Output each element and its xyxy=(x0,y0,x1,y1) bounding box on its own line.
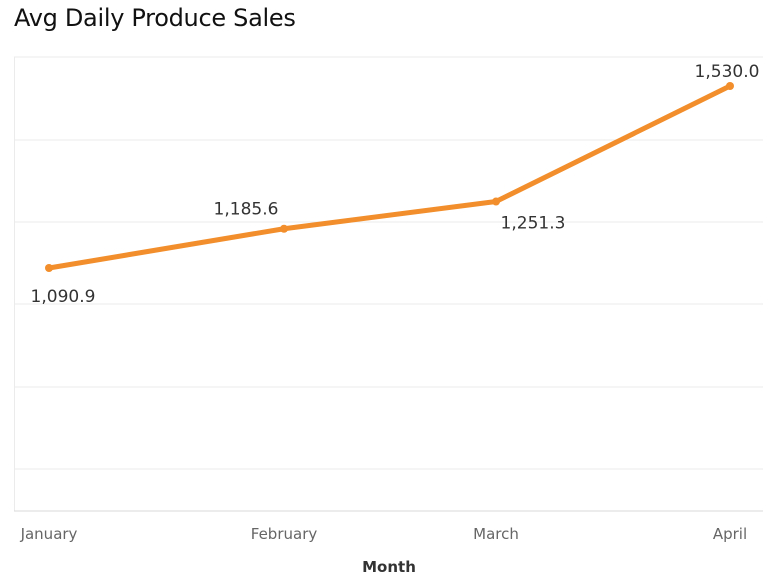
data-point[interactable] xyxy=(726,82,734,90)
x-tick-label: January xyxy=(20,525,78,543)
data-point[interactable] xyxy=(280,224,288,233)
x-tick-label: April xyxy=(713,525,747,543)
data-label: 1,185.6 xyxy=(214,200,279,220)
series-layer xyxy=(45,82,734,272)
data-point[interactable] xyxy=(492,197,500,206)
data-label: 1,251.3 xyxy=(501,214,566,234)
x-tick-label: February xyxy=(251,525,318,543)
data-label: 1,090.9 xyxy=(31,287,96,307)
chart-title: Avg Daily Produce Sales xyxy=(14,4,296,32)
data-point[interactable] xyxy=(45,264,53,272)
x-axis-title: Month xyxy=(362,558,416,576)
data-label: 1,530.0 xyxy=(695,62,760,82)
x-tick-label: March xyxy=(473,525,519,543)
gridlines xyxy=(14,56,763,511)
series-line xyxy=(46,83,733,271)
data-labels: 1,090.9 1,185.6 1,251.3 1,530.0 xyxy=(31,62,760,307)
x-axis-ticks: January February March April xyxy=(20,525,748,543)
